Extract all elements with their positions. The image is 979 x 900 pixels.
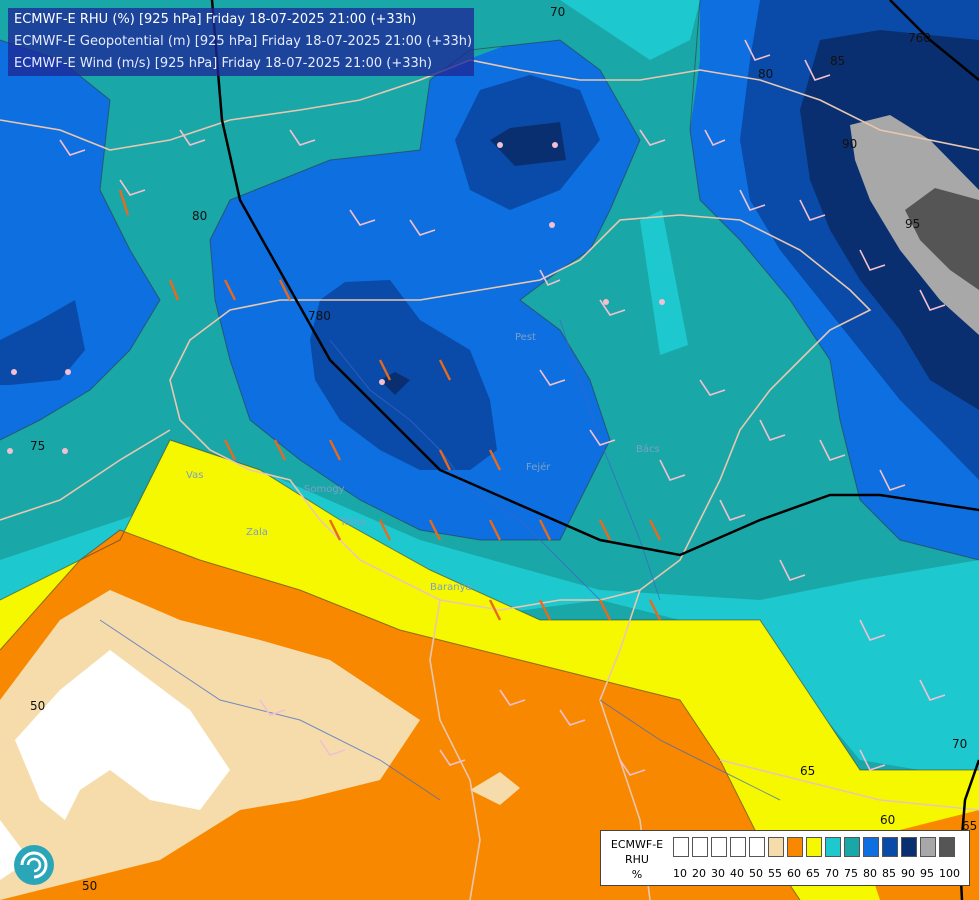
legend-unit: % — [631, 868, 643, 881]
title-wind: ECMWF-E Wind (m/s) [925 hPa] Friday 18-0… — [14, 56, 433, 71]
contour-label: 90 — [842, 137, 857, 151]
region-label: Bács — [636, 443, 660, 455]
rhu-85-90-spot-central — [380, 372, 410, 395]
contour-label: 70 — [952, 737, 967, 751]
legend-swatch — [901, 837, 917, 857]
legend-model: ECMWF-E — [610, 838, 664, 851]
wind-barbs — [59, 39, 946, 776]
region-label: Somogy — [304, 484, 345, 495]
rhu-85-90-area-north — [490, 122, 566, 166]
contour-label: 80 — [192, 209, 207, 223]
legend-tick: 50 — [749, 867, 763, 880]
contour-label: 65 — [800, 764, 815, 778]
legend-swatch — [825, 837, 841, 857]
rhu-below-50-area — [15, 650, 230, 820]
region-label: Tolna — [339, 517, 366, 528]
map-title-box — [8, 8, 474, 76]
legend-swatch — [806, 837, 822, 857]
station-dots — [7, 142, 665, 454]
legend-title: ECMWF-E RHU % — [605, 837, 669, 882]
legend-tick: 85 — [882, 867, 896, 880]
rhu-80-85-area-central — [310, 280, 497, 470]
legend-swatch — [844, 837, 860, 857]
contour-label: 70 — [550, 5, 565, 19]
legend-swatch — [711, 837, 727, 857]
contour-label: 95 — [905, 217, 920, 231]
legend-tick: 10 — [673, 867, 687, 880]
legend-swatch — [692, 837, 708, 857]
legend-swatch — [768, 837, 784, 857]
legend-tick: 95 — [920, 867, 934, 880]
legend-swatch — [920, 837, 936, 857]
contour-label: 50 — [82, 879, 97, 893]
region-label: Vas — [186, 470, 203, 481]
legend-tick: 100 — [939, 867, 960, 880]
legend-swatch — [863, 837, 879, 857]
legend-swatches — [673, 837, 958, 857]
title-rhu: ECMWF-E RHU (%) [925 hPa] Friday 18-07-2… — [14, 12, 417, 27]
legend-tick: 20 — [692, 867, 706, 880]
contour-label: 50 — [30, 699, 45, 713]
legend-swatch — [882, 837, 898, 857]
contour-label: 80 — [758, 67, 773, 81]
river-lines — [99, 319, 781, 801]
legend-tick: 30 — [711, 867, 725, 880]
rhu-95-100-area — [905, 188, 979, 290]
legend-tick: 55 — [768, 867, 782, 880]
legend-tick: 65 — [806, 867, 820, 880]
legend-ticks: 10 20 30 40 50 55 60 65 70 75 80 85 90 95 100 — [673, 867, 960, 880]
contour-label-group: 70 80 85 90 95 760 780 75 80 70 65 60 50… — [30, 5, 977, 893]
legend-tick: 70 — [825, 867, 839, 880]
legend-swatch — [673, 837, 689, 857]
legend-swatch — [749, 837, 765, 857]
contour-label: 85 — [830, 54, 845, 68]
contour-label: 75 — [30, 439, 45, 453]
legend-tick: 80 — [863, 867, 877, 880]
region-label: Fejér — [526, 461, 551, 473]
region-label-group: Vas Zala Somogy Tolna Fejér Pest Bács Ba… — [186, 332, 660, 593]
logo-icon — [14, 845, 54, 885]
region-label: Pest — [515, 332, 536, 343]
legend-tick: 40 — [730, 867, 744, 880]
title-geopotential: ECMWF-E Geopotential (m) [925 hPa] Frida… — [14, 34, 473, 49]
legend-swatch — [730, 837, 746, 857]
contour-label: 780 — [308, 309, 331, 323]
rhu-50-55-spot — [470, 772, 520, 805]
color-legend: ECMWF-E RHU % 10 20 30 40 50 55 60 65 70 75 80 85 90… — [600, 830, 970, 886]
rhu-65-70-north — [560, 0, 700, 60]
rhu-80-85-area-west — [0, 300, 85, 385]
contour-label: 760 — [908, 31, 931, 45]
wind-barbs-strong — [118, 189, 662, 621]
legend-tick: 60 — [787, 867, 801, 880]
legend-tick: 75 — [844, 867, 858, 880]
legend-swatch — [787, 837, 803, 857]
region-label: Zala — [246, 527, 268, 538]
rhu-65-70-strip — [640, 210, 688, 355]
contour-label: 60 — [880, 813, 895, 827]
legend-tick: 90 — [901, 867, 915, 880]
contour-label: 65 — [962, 819, 977, 833]
legend-variable: RHU — [625, 853, 649, 866]
legend-swatch — [939, 837, 955, 857]
region-label: Baranya — [430, 582, 472, 593]
